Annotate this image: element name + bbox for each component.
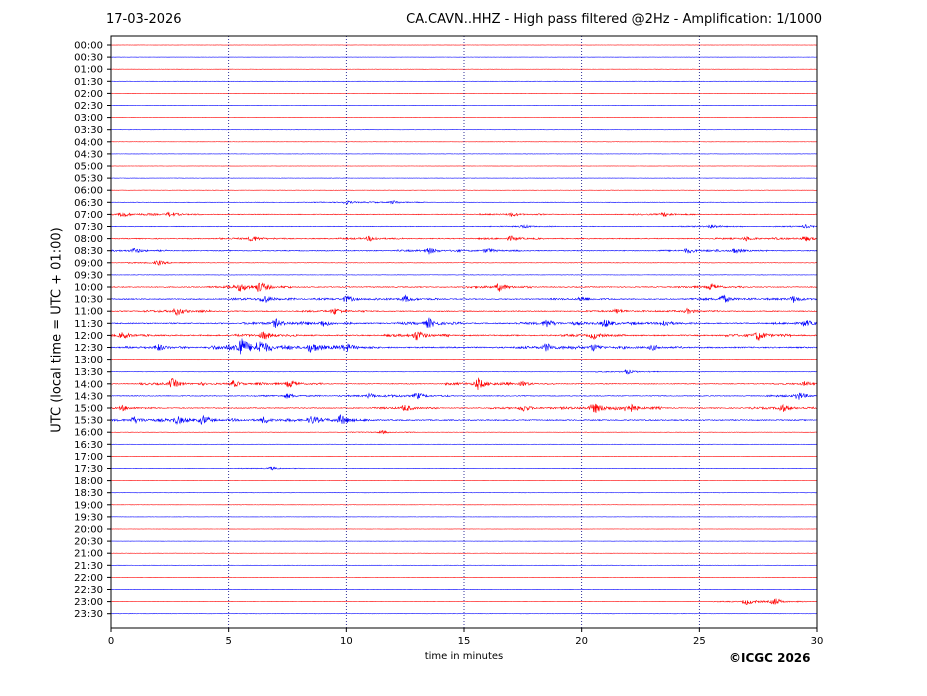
chart-title: CA.CAVN..HHZ - High pass filtered @2Hz -… xyxy=(406,12,822,27)
row-label: 12:00 xyxy=(74,331,103,342)
row-label: 01:00 xyxy=(74,65,103,76)
x-axis-label: time in minutes xyxy=(424,651,504,662)
row-label: 22:30 xyxy=(74,585,103,596)
trace-0830 xyxy=(110,247,818,255)
row-label: 15:00 xyxy=(74,404,103,415)
row-label: 00:30 xyxy=(74,53,103,64)
row-label: 20:30 xyxy=(74,537,103,548)
row-label: 05:00 xyxy=(74,162,103,173)
trace-1100 xyxy=(110,307,818,316)
row-label: 22:00 xyxy=(74,573,103,584)
row-label: 06:30 xyxy=(74,198,103,209)
row-label: 10:30 xyxy=(74,295,103,306)
trace-1200 xyxy=(110,331,818,341)
row-label: 09:30 xyxy=(74,270,103,281)
trace-0800 xyxy=(110,235,818,242)
row-label: 09:00 xyxy=(74,258,103,269)
row-label: 11:00 xyxy=(74,307,103,318)
row-label: 23:30 xyxy=(74,609,103,620)
date-label: 17-03-2026 xyxy=(106,12,182,27)
trace-1130 xyxy=(110,317,818,328)
row-label: 05:30 xyxy=(74,174,103,185)
row-label: 02:00 xyxy=(74,89,103,100)
trace-0900 xyxy=(110,260,818,266)
x-tick-label: 10 xyxy=(340,636,353,647)
x-axis-ticks: 0 5 10 15 20 25 30 xyxy=(108,628,824,647)
row-label: 11:30 xyxy=(74,319,103,330)
row-label: 17:00 xyxy=(74,452,103,463)
row-label: 06:00 xyxy=(74,186,103,197)
trace-2300 xyxy=(111,598,818,605)
row-label: 21:30 xyxy=(74,561,103,572)
row-label: 17:30 xyxy=(74,464,103,475)
row-label: 18:00 xyxy=(74,476,103,487)
vertical-gridlines xyxy=(228,36,700,628)
x-tick-label: 5 xyxy=(225,636,231,647)
trace-1030 xyxy=(110,294,818,303)
x-tick-label: 0 xyxy=(108,636,114,647)
row-label: 04:00 xyxy=(74,137,103,148)
row-label: 02:30 xyxy=(74,101,103,112)
x-tick-label: 30 xyxy=(811,636,824,647)
x-tick-label: 20 xyxy=(575,636,588,647)
row-label: 10:00 xyxy=(74,283,103,294)
trace-0630 xyxy=(110,199,818,205)
row-label: 07:30 xyxy=(74,222,103,233)
row-label: 20:00 xyxy=(74,525,103,536)
row-label: 18:30 xyxy=(74,488,103,499)
row-label: 13:30 xyxy=(74,367,103,378)
row-label: 19:30 xyxy=(74,512,103,523)
trace-1000 xyxy=(110,282,818,292)
y-axis-label: UTC (local time = UTC + 01:00) xyxy=(49,227,65,433)
row-label: 08:00 xyxy=(74,234,103,245)
row-label: 14:30 xyxy=(74,391,103,402)
row-label: 07:00 xyxy=(74,210,103,221)
x-tick-label: 25 xyxy=(693,636,706,647)
row-label: 19:00 xyxy=(74,500,103,511)
trace-0700 xyxy=(110,211,818,218)
row-label: 03:00 xyxy=(74,113,103,124)
plot-frame xyxy=(110,35,818,629)
trace-1330 xyxy=(110,369,818,375)
row-label: 16:00 xyxy=(74,428,103,439)
row-label: 23:00 xyxy=(74,597,103,608)
trace-1400 xyxy=(110,377,818,390)
row-label: 01:30 xyxy=(74,77,103,88)
row-label: 16:30 xyxy=(74,440,103,451)
row-label: 21:00 xyxy=(74,549,103,560)
row-label: 04:30 xyxy=(74,149,103,160)
row-label: 00:00 xyxy=(74,41,103,52)
row-labels: 00:0000:3001:0001:3002:0002:3003:0003:30… xyxy=(74,41,111,620)
row-label: 14:00 xyxy=(74,379,103,390)
trace-1530 xyxy=(110,414,818,425)
row-label: 08:30 xyxy=(74,246,103,257)
x-tick-label: 15 xyxy=(458,636,471,647)
row-label: 12:30 xyxy=(74,343,103,354)
row-label: 15:30 xyxy=(74,416,103,427)
row-label: 03:30 xyxy=(74,125,103,136)
trace-0730 xyxy=(110,224,818,229)
row-label: 13:00 xyxy=(74,355,103,366)
copyright-label: ©ICGC 2026 xyxy=(729,651,811,665)
